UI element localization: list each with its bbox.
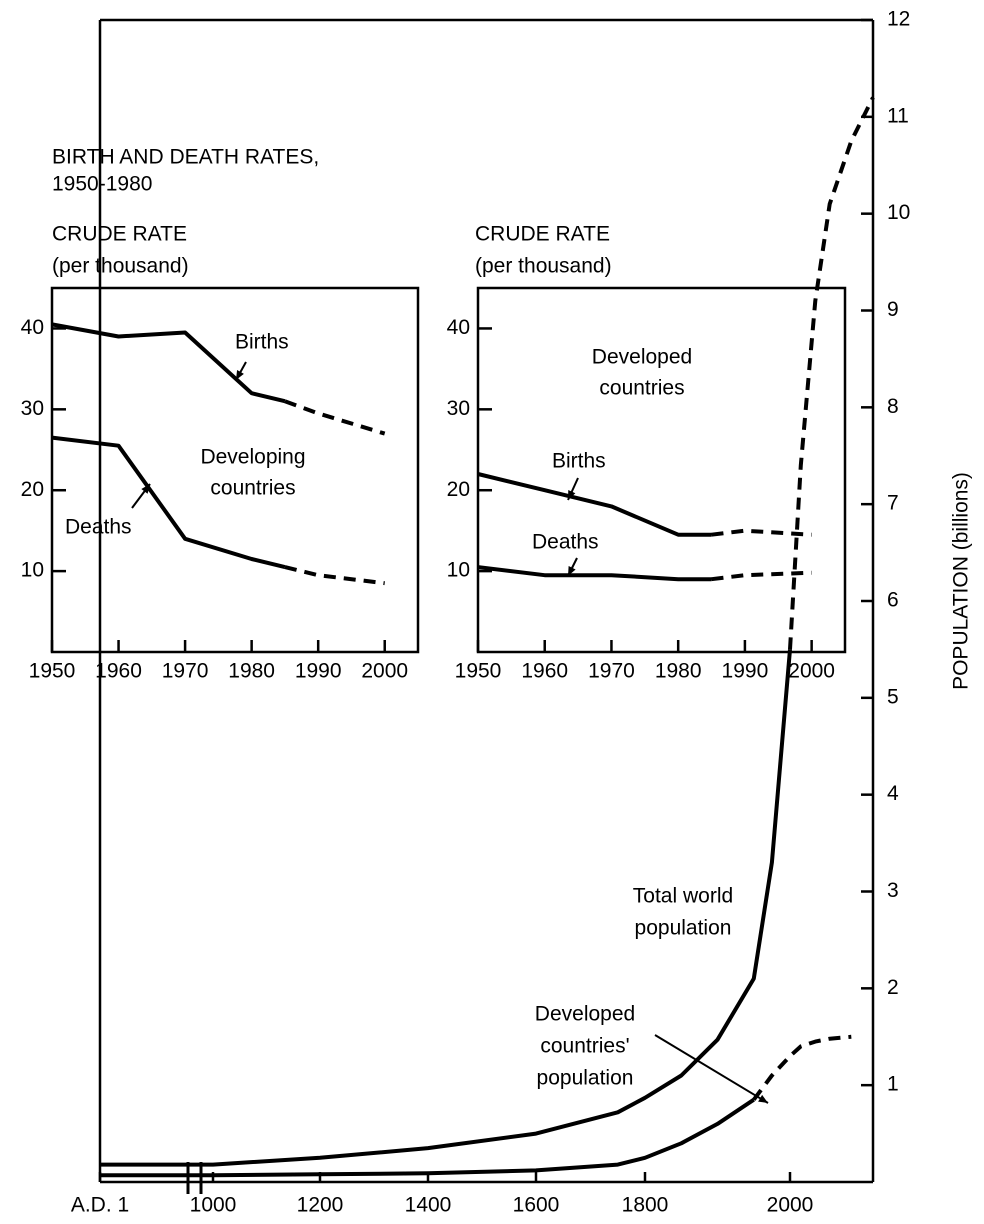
projection-line [752, 1034, 852, 1101]
y-tick-label: 8 [887, 395, 899, 418]
series-label: population [537, 1067, 634, 1090]
y-tick-label: 3 [887, 879, 899, 902]
pointer-head [568, 566, 576, 576]
pointer-head [236, 370, 244, 380]
x-tick-label: 1980 [655, 660, 702, 683]
series-label: Deaths [532, 531, 599, 554]
plot-frame [476, 286, 847, 654]
y-tick-label: 1 [887, 1073, 899, 1096]
series-label: population [635, 917, 732, 940]
series-line [477, 472, 712, 537]
series-label: countries' [540, 1035, 629, 1058]
x-tick-label: 1960 [521, 660, 568, 683]
y-tick-label: 9 [887, 298, 899, 321]
y-axis-label: (per thousand) [475, 255, 612, 278]
pointer-head [568, 490, 576, 500]
y-axis-label: POPULATION (billions) [950, 472, 973, 690]
y-tick-label: 10 [887, 201, 910, 224]
series-label: Developed [535, 1003, 635, 1026]
series-line [100, 649, 792, 1167]
x-tick-label: 1970 [162, 660, 209, 683]
y-axis-label: (per thousand) [52, 255, 189, 278]
annotation: countries [599, 377, 684, 400]
y-tick-label: 20 [447, 478, 470, 501]
y-tick-label: 11 [887, 104, 909, 127]
x-tick-label: 2000 [767, 1194, 814, 1217]
x-tick-label: 1400 [405, 1194, 452, 1217]
projection-line [284, 565, 385, 586]
series-label: Births [235, 331, 289, 354]
pointer-line [654, 1034, 769, 1104]
x-tick-label: 1600 [513, 1194, 560, 1217]
y-tick-label: 6 [887, 589, 899, 612]
series-line [477, 565, 712, 582]
annotation: Developing [200, 446, 305, 469]
series-label: Total world [633, 885, 733, 908]
projection-line [711, 570, 812, 582]
x-tick-label: 1980 [228, 660, 275, 683]
series-line [100, 1098, 755, 1178]
x-tick-label: 1000 [190, 1194, 237, 1217]
pointer-head [141, 484, 150, 494]
y-tick-label: 5 [887, 685, 899, 708]
x-tick-label: 1950 [455, 660, 502, 683]
annotation: countries [210, 477, 295, 500]
series-label: Deaths [65, 516, 132, 539]
x-tick-label: 1960 [95, 660, 142, 683]
projection-line [711, 528, 812, 537]
y-tick-label: 12 [887, 8, 910, 31]
y-tick-label: 30 [447, 397, 470, 420]
chart-title: BIRTH AND DEATH RATES, [52, 146, 319, 169]
x-tick-label: 2000 [361, 660, 408, 683]
series-label: Births [552, 450, 606, 473]
y-tick-label: 20 [21, 478, 44, 501]
y-tick-label: 40 [447, 316, 470, 339]
x-tick-label: 1970 [588, 660, 635, 683]
x-tick-label: 1200 [297, 1194, 344, 1217]
projection-line [788, 96, 875, 650]
y-tick-label: 2 [887, 976, 899, 999]
y-axis-label: CRUDE RATE [475, 223, 610, 246]
x-tick-label: A.D. 1 [71, 1194, 129, 1217]
x-tick-label: 1990 [722, 660, 769, 683]
y-tick-label: 10 [447, 559, 470, 582]
y-tick-label: 7 [887, 492, 899, 515]
projection-line [284, 399, 386, 436]
x-tick-label: 1990 [295, 660, 342, 683]
chart-title: 1950-1980 [52, 173, 152, 196]
x-tick-label: 1950 [29, 660, 76, 683]
plot-frame [50, 286, 420, 654]
annotation: Developed [592, 346, 692, 369]
y-tick-label: 4 [887, 782, 899, 805]
series-line [51, 322, 286, 404]
y-tick-label: 10 [21, 559, 44, 582]
axis-break-gap [187, 1160, 203, 1196]
y-axis-label: CRUDE RATE [52, 223, 187, 246]
series-line [51, 435, 286, 570]
pointer-head [758, 1094, 768, 1103]
y-tick-label: 30 [21, 397, 44, 420]
x-tick-label: 2000 [788, 660, 835, 683]
x-tick-label: 1800 [622, 1194, 669, 1217]
y-tick-label: 40 [21, 316, 44, 339]
